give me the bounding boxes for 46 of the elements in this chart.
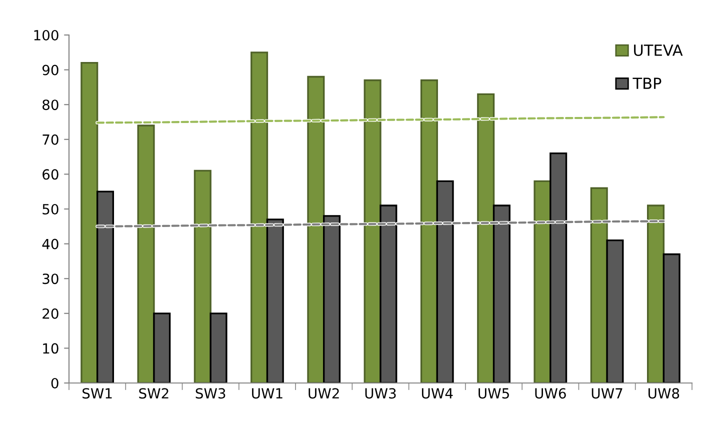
bar: [153, 312, 171, 383]
bar: [80, 62, 98, 383]
bar: [646, 204, 665, 383]
bar: [477, 93, 495, 383]
bar: [250, 52, 268, 383]
y-tick-label: 90: [42, 64, 58, 76]
x-tick-label: SW2: [139, 388, 168, 399]
y-tick-label: 10: [43, 343, 58, 354]
y-tick-label: 0: [51, 378, 58, 388]
x-tick-label: UW6: [535, 388, 566, 399]
bar: [194, 170, 212, 383]
bar: [323, 215, 341, 383]
x-tick-label: UW7: [592, 388, 622, 399]
bar: [137, 124, 155, 383]
x-tick-label: UW2: [308, 388, 339, 399]
x-tick-label: UW8: [648, 388, 680, 399]
y-tick-label: 60: [42, 169, 58, 180]
y-tick-label: 40: [42, 238, 58, 250]
bar: [606, 239, 624, 383]
x-tick-label: UW5: [478, 388, 509, 399]
bar: [307, 76, 325, 383]
x-tick-label: UW1: [252, 388, 282, 399]
bar: [550, 152, 568, 383]
y-tick-label: 100: [34, 30, 58, 40]
y-tick-label: 50: [42, 204, 58, 214]
y-tick-label: 30: [42, 274, 58, 284]
y-tick-label: 80: [42, 100, 58, 110]
x-tick-label: UW4: [422, 388, 453, 399]
x-tick-label: SW3: [196, 388, 226, 399]
bar: [492, 204, 510, 383]
bar: [266, 218, 284, 383]
bar: [96, 190, 114, 383]
y-tick-label: 20: [42, 308, 58, 319]
bar: [364, 79, 382, 383]
bar: [380, 204, 398, 383]
bar: [662, 253, 680, 383]
x-tick-label: SW1: [82, 388, 112, 399]
bar: [420, 79, 438, 383]
y-tick-label: 70: [42, 134, 58, 145]
bar: [590, 187, 608, 383]
x-tick-label: UW3: [365, 388, 396, 399]
legend-label: UTEVA: [634, 44, 683, 56]
bar: [534, 180, 552, 383]
bar: [210, 312, 228, 383]
bar: [436, 180, 454, 383]
legend-label: TBP: [632, 78, 662, 89]
